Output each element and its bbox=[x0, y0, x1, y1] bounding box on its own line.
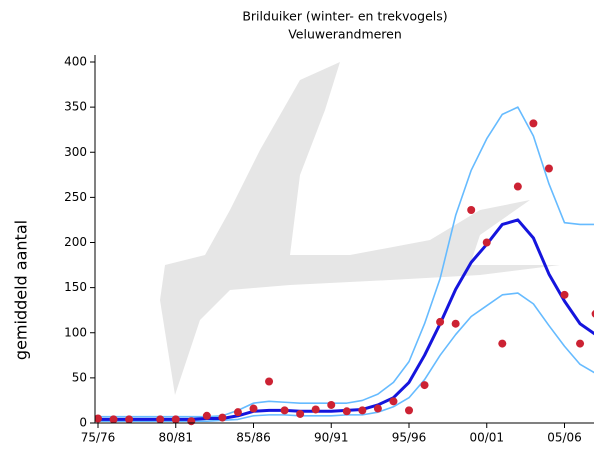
data-point bbox=[358, 406, 367, 415]
x-tick-label: 75/76 bbox=[81, 431, 116, 445]
bird-silhouette bbox=[160, 62, 560, 395]
data-point bbox=[296, 409, 305, 418]
y-axis-label: gemiddeld aantal bbox=[12, 220, 31, 360]
y-tick-label: 0 bbox=[79, 416, 87, 430]
data-point bbox=[373, 404, 382, 413]
x-tick-label: 00/01 bbox=[469, 431, 504, 445]
data-point bbox=[280, 406, 289, 415]
data-point bbox=[311, 405, 320, 414]
data-point bbox=[420, 381, 429, 390]
data-point bbox=[498, 339, 507, 348]
data-point bbox=[544, 164, 553, 173]
data-point bbox=[218, 413, 227, 422]
y-tick-label: 100 bbox=[64, 325, 87, 339]
y-tick-label: 50 bbox=[72, 370, 87, 384]
data-point bbox=[513, 182, 522, 191]
data-point bbox=[187, 417, 196, 426]
x-tick-label: 90/91 bbox=[314, 431, 349, 445]
data-point bbox=[389, 397, 398, 406]
data-point bbox=[327, 400, 336, 409]
trend-line bbox=[98, 106, 594, 418]
plot-area bbox=[95, 106, 594, 426]
data-point bbox=[467, 206, 476, 215]
x-tick-label: 80/81 bbox=[158, 431, 193, 445]
y-tick-label: 350 bbox=[64, 100, 87, 114]
data-point bbox=[202, 411, 211, 420]
data-point bbox=[591, 310, 594, 318]
chart-title: Brilduiker (winter- en trekvogels) bbox=[242, 9, 447, 24]
data-point bbox=[576, 339, 585, 348]
data-point bbox=[342, 407, 351, 416]
data-point bbox=[95, 414, 102, 423]
data-point bbox=[529, 119, 538, 128]
data-point bbox=[125, 415, 134, 424]
x-tick-label: 95/96 bbox=[392, 431, 427, 445]
x-tick-label: 85/86 bbox=[236, 431, 271, 445]
y-tick-label: 400 bbox=[64, 55, 87, 69]
chart-subtitle: Veluwerandmeren bbox=[288, 27, 402, 42]
y-tick-label: 250 bbox=[64, 190, 87, 204]
data-point bbox=[436, 317, 445, 326]
data-point bbox=[233, 408, 242, 417]
data-point bbox=[560, 290, 569, 299]
y-tick-label: 200 bbox=[64, 235, 87, 249]
data-point bbox=[265, 377, 274, 386]
data-point bbox=[482, 238, 491, 247]
data-point bbox=[405, 406, 413, 415]
data-point bbox=[156, 415, 165, 424]
y-tick-label: 150 bbox=[64, 280, 87, 294]
y-tick-label: 300 bbox=[64, 145, 87, 159]
data-point bbox=[109, 415, 118, 424]
data-point bbox=[451, 319, 460, 328]
data-point bbox=[171, 415, 180, 424]
data-point bbox=[249, 404, 258, 413]
x-tick-label: 05/06 bbox=[547, 431, 582, 445]
